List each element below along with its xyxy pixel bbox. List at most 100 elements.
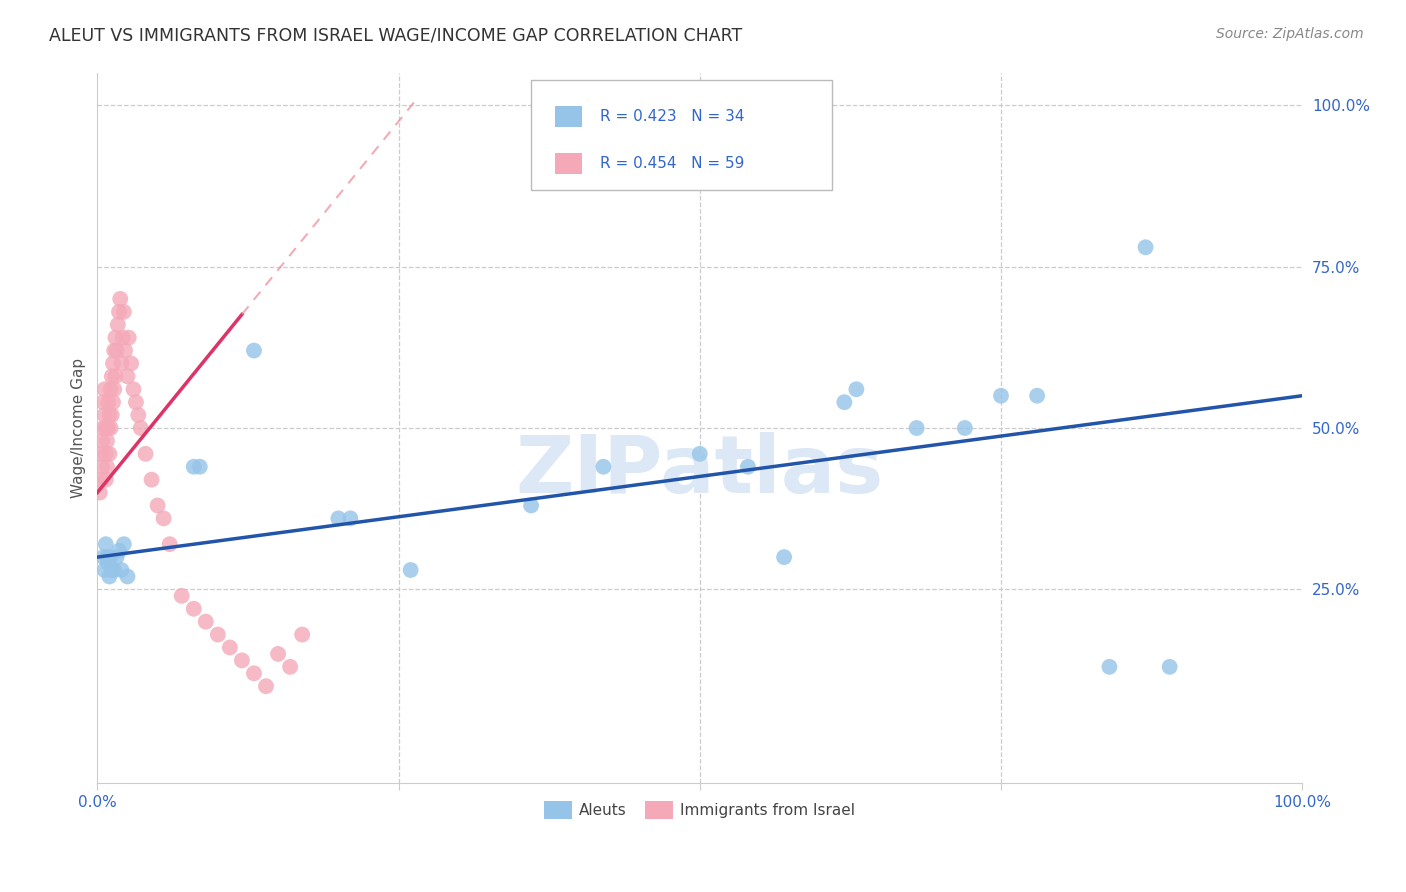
Point xyxy=(93,421,115,435)
Point xyxy=(103,382,125,396)
Point xyxy=(101,356,124,370)
Point xyxy=(108,305,131,319)
Point xyxy=(94,447,117,461)
Point xyxy=(141,473,163,487)
Point xyxy=(98,447,121,461)
Point xyxy=(101,563,124,577)
Point xyxy=(97,557,120,571)
Point xyxy=(101,408,124,422)
Point xyxy=(159,537,181,551)
Point xyxy=(104,369,127,384)
Point xyxy=(135,447,157,461)
Point xyxy=(328,511,350,525)
Point xyxy=(990,389,1012,403)
Point xyxy=(737,459,759,474)
Point xyxy=(905,421,928,435)
Point xyxy=(1026,389,1049,403)
Point xyxy=(834,395,856,409)
Text: ZIPatlas: ZIPatlas xyxy=(516,432,884,509)
Point xyxy=(93,408,115,422)
Point xyxy=(243,343,266,358)
Point xyxy=(112,537,135,551)
Point xyxy=(592,459,614,474)
Point xyxy=(105,343,128,358)
FancyBboxPatch shape xyxy=(555,153,582,174)
Point xyxy=(107,318,129,332)
Point xyxy=(97,395,120,409)
Point xyxy=(104,331,127,345)
Point xyxy=(90,447,112,461)
Point xyxy=(1159,660,1181,674)
Point xyxy=(1135,240,1157,254)
Point xyxy=(254,679,277,693)
Point xyxy=(122,382,145,396)
Point xyxy=(94,421,117,435)
Point xyxy=(339,511,361,525)
Point xyxy=(96,459,118,474)
Point xyxy=(118,331,141,345)
Point xyxy=(267,647,290,661)
Point xyxy=(953,421,976,435)
Point xyxy=(194,615,217,629)
Point xyxy=(112,305,135,319)
Point xyxy=(278,660,301,674)
Point xyxy=(90,473,112,487)
Point xyxy=(231,653,253,667)
Point xyxy=(291,627,314,641)
Point xyxy=(93,382,115,396)
Point xyxy=(89,485,111,500)
Point xyxy=(93,550,115,565)
Point xyxy=(98,569,121,583)
Point xyxy=(399,563,422,577)
Point xyxy=(689,447,711,461)
Point xyxy=(100,382,122,396)
Point xyxy=(152,511,174,525)
Point xyxy=(101,395,124,409)
Point xyxy=(94,537,117,551)
Point xyxy=(219,640,242,655)
Point xyxy=(114,343,136,358)
Point xyxy=(520,499,543,513)
Text: Source: ZipAtlas.com: Source: ZipAtlas.com xyxy=(1216,27,1364,41)
Point xyxy=(110,292,132,306)
Text: R = 0.423   N = 34: R = 0.423 N = 34 xyxy=(600,109,744,124)
Point xyxy=(94,473,117,487)
Point xyxy=(183,601,205,615)
Point xyxy=(117,569,139,583)
Point xyxy=(100,550,122,565)
Point xyxy=(183,459,205,474)
Point xyxy=(170,589,193,603)
Point xyxy=(117,369,139,384)
Point xyxy=(108,543,131,558)
Point xyxy=(96,434,118,448)
Point xyxy=(103,343,125,358)
Point xyxy=(97,421,120,435)
Legend: Aleuts, Immigrants from Israel: Aleuts, Immigrants from Israel xyxy=(538,796,862,825)
Point xyxy=(105,550,128,565)
Point xyxy=(103,563,125,577)
Point xyxy=(96,550,118,565)
Point xyxy=(207,627,229,641)
Point xyxy=(845,382,868,396)
Point xyxy=(120,356,142,370)
Point xyxy=(188,459,211,474)
Point xyxy=(93,563,115,577)
Point xyxy=(110,563,132,577)
FancyBboxPatch shape xyxy=(531,80,832,190)
Point xyxy=(129,421,152,435)
Point xyxy=(98,408,121,422)
Point xyxy=(146,499,169,513)
Point xyxy=(243,666,266,681)
Point xyxy=(101,369,124,384)
Point xyxy=(111,331,134,345)
Point xyxy=(773,550,796,565)
Point xyxy=(127,408,149,422)
Point xyxy=(1098,660,1121,674)
Text: ALEUT VS IMMIGRANTS FROM ISRAEL WAGE/INCOME GAP CORRELATION CHART: ALEUT VS IMMIGRANTS FROM ISRAEL WAGE/INC… xyxy=(49,27,742,45)
Point xyxy=(93,395,115,409)
FancyBboxPatch shape xyxy=(555,105,582,127)
Point xyxy=(110,356,132,370)
Text: R = 0.454   N = 59: R = 0.454 N = 59 xyxy=(600,156,744,171)
Point xyxy=(100,421,122,435)
Point xyxy=(91,459,114,474)
